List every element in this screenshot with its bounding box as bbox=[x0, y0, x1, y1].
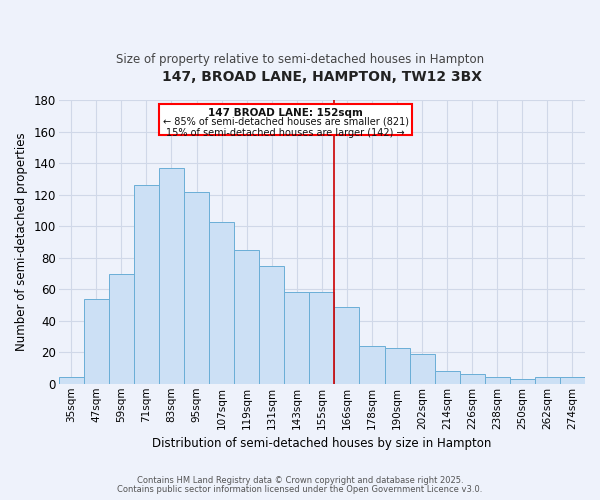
Text: 15% of semi-detached houses are larger (142) →: 15% of semi-detached houses are larger (… bbox=[166, 128, 405, 138]
Bar bbox=[84, 299, 109, 384]
Bar bbox=[434, 371, 460, 384]
Bar bbox=[460, 374, 485, 384]
Bar bbox=[510, 379, 535, 384]
Y-axis label: Number of semi-detached properties: Number of semi-detached properties bbox=[15, 133, 28, 352]
Text: Contains public sector information licensed under the Open Government Licence v3: Contains public sector information licen… bbox=[118, 484, 482, 494]
X-axis label: Distribution of semi-detached houses by size in Hampton: Distribution of semi-detached houses by … bbox=[152, 437, 491, 450]
Title: 147, BROAD LANE, HAMPTON, TW12 3BX: 147, BROAD LANE, HAMPTON, TW12 3BX bbox=[162, 70, 482, 84]
Bar bbox=[159, 104, 412, 135]
Bar bbox=[485, 378, 510, 384]
Bar bbox=[234, 250, 259, 384]
Bar bbox=[310, 292, 334, 384]
Bar bbox=[560, 378, 585, 384]
Bar bbox=[259, 266, 284, 384]
Bar bbox=[535, 378, 560, 384]
Bar bbox=[410, 354, 434, 384]
Text: 147 BROAD LANE: 152sqm: 147 BROAD LANE: 152sqm bbox=[208, 108, 363, 118]
Bar bbox=[334, 306, 359, 384]
Text: Contains HM Land Registry data © Crown copyright and database right 2025.: Contains HM Land Registry data © Crown c… bbox=[137, 476, 463, 485]
Text: ← 85% of semi-detached houses are smaller (821): ← 85% of semi-detached houses are smalle… bbox=[163, 117, 409, 127]
Bar bbox=[134, 186, 159, 384]
Bar bbox=[284, 292, 310, 384]
Bar bbox=[209, 222, 234, 384]
Bar bbox=[159, 168, 184, 384]
Bar bbox=[59, 378, 84, 384]
Bar bbox=[359, 346, 385, 384]
Bar bbox=[184, 192, 209, 384]
Bar bbox=[109, 274, 134, 384]
Text: Size of property relative to semi-detached houses in Hampton: Size of property relative to semi-detach… bbox=[116, 52, 484, 66]
Bar bbox=[385, 348, 410, 384]
